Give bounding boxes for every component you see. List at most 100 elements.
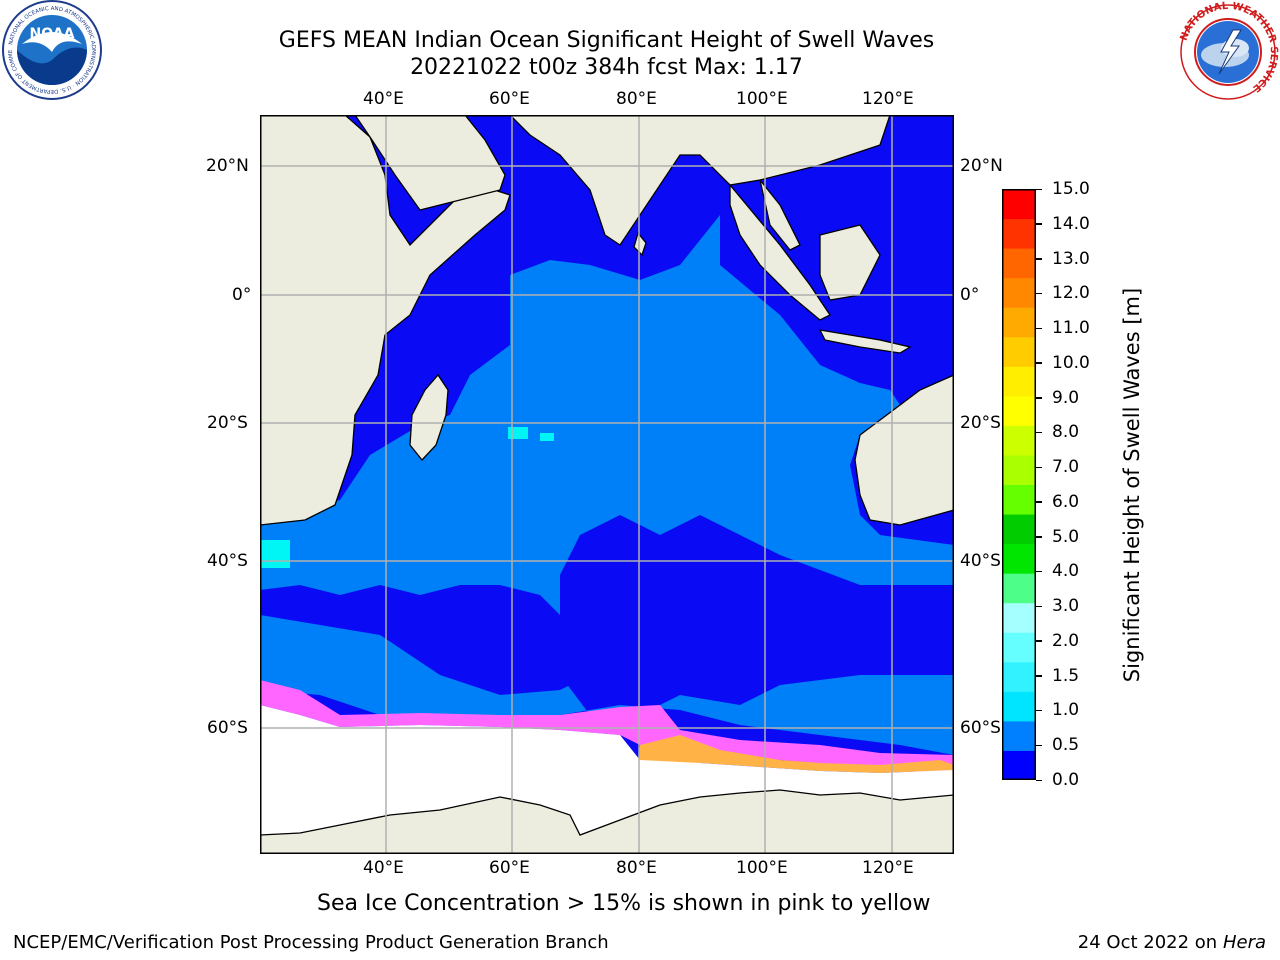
land-arabia <box>354 115 506 211</box>
top-lon-tick-80: 80°E <box>616 89 657 109</box>
colorbar-tick-mark <box>1036 570 1042 573</box>
colorbar-tick-mark <box>1036 605 1042 608</box>
swell-region-1.0-1.5-west <box>260 540 290 568</box>
top-lon-tick-120: 120°E <box>862 89 914 109</box>
noaa-logo: NATIONAL OCEANIC AND ATMOSPHERIC ADMINIS… <box>0 0 105 100</box>
footer-host: Hera <box>1222 932 1266 953</box>
land-srilanka <box>633 231 647 257</box>
top-lon-tick-100: 100°E <box>736 89 788 109</box>
colorbar-tick-mark <box>1036 779 1042 781</box>
colorbar-segment <box>1002 395 1036 426</box>
colorbar-segment <box>1002 602 1036 633</box>
colorbar-segment <box>1002 248 1036 279</box>
left-lat-tick-20n: 20°N <box>206 156 249 176</box>
colorbar-segment <box>1002 632 1036 663</box>
chart-subtitle: 20221022 t00z 384h fcst Max: 1.17 <box>410 55 803 80</box>
colorbar-tick-mark <box>1036 362 1042 364</box>
bottom-lon-tick-100: 100°E <box>736 858 788 878</box>
right-lat-tick-20n: 20°N <box>960 156 1003 176</box>
colorbar-segment <box>1002 543 1036 574</box>
colorbar-tick-mark <box>1036 292 1042 295</box>
swell-region-1.0-1.5-east <box>540 433 554 441</box>
colorbar-segment <box>1002 307 1036 338</box>
colorbar-tick-mark <box>1036 431 1042 434</box>
colorbar-tick-mark <box>1036 327 1042 330</box>
right-lat-tick-0: 0° <box>960 285 980 305</box>
colorbar-tick-label: 5.0 <box>1052 526 1080 547</box>
right-lat-tick-40s: 40°S <box>960 551 1001 571</box>
colorbar-tick-label: 1.0 <box>1052 700 1080 721</box>
colorbar-frame <box>1002 189 1036 780</box>
bottom-lon-tick-60: 60°E <box>489 858 530 878</box>
colorbar-segment <box>1002 454 1036 485</box>
colorbar-ticks: 15.0 14.0 13.0 12.0 11.0 10.0 9.0 8.0 7.0 6.0 5.0 4… <box>1036 0 1096 960</box>
colorbar-tick-mark <box>1036 466 1042 469</box>
land-australia <box>854 374 954 526</box>
map-panel <box>260 115 954 854</box>
colorbar-segment <box>1002 484 1036 515</box>
colorbar-segment <box>1002 573 1036 604</box>
colorbar-tick-label: 2.0 <box>1052 630 1080 651</box>
colorbar-tick-mark <box>1036 223 1042 225</box>
top-lon-tick-40: 40°E <box>363 89 404 109</box>
bottom-lon-tick-120: 120°E <box>862 858 914 878</box>
colorbar-segment <box>1002 277 1036 308</box>
left-lat-tick-20s: 20°S <box>207 413 248 433</box>
colorbar-tick-label: 0.5 <box>1052 735 1080 756</box>
colorbar-segment <box>1002 750 1036 780</box>
colorbar-segment <box>1002 336 1036 367</box>
colorbar-tick-label: 7.0 <box>1052 457 1080 478</box>
noaa-logo-text: NOAA <box>30 26 75 42</box>
colorbar-tick-label: 13.0 <box>1052 248 1090 269</box>
footer-left: NCEP/EMC/Verification Post Processing Pr… <box>13 932 609 953</box>
bottom-lon-tick-80: 80°E <box>616 858 657 878</box>
colorbar-tick-mark <box>1036 397 1042 399</box>
top-lon-tick-60: 60°E <box>489 89 530 109</box>
colorbar-segment <box>1002 661 1036 692</box>
sea-ice-note: Sea Ice Concentration > 15% is shown in … <box>317 891 931 916</box>
left-lat-tick-60s: 60°S <box>207 718 248 738</box>
graticule <box>260 115 954 854</box>
bottom-lon-tick-40: 40°E <box>363 858 404 878</box>
footer-right: 24 Oct 2022 on Hera <box>1078 932 1266 954</box>
colorbar-tick-label: 8.0 <box>1052 422 1080 443</box>
colorbar-tick-label: 11.0 <box>1052 318 1090 339</box>
colorbar-tick-label: 15.0 <box>1052 179 1090 199</box>
colorbar-tick-mark <box>1036 536 1042 538</box>
left-lat-tick-0: 0° <box>232 285 252 305</box>
colorbar-segment <box>1002 691 1036 722</box>
sea-ice-high-patch <box>638 735 954 773</box>
colorbar-tick-mark <box>1036 744 1042 747</box>
land-malaysia <box>759 179 801 251</box>
footer-date: 24 Oct 2022 on <box>1077 932 1223 953</box>
colorbar-tick-label: 6.0 <box>1052 491 1080 512</box>
colorbar-segment <box>1002 366 1036 397</box>
colorbar-tick-mark <box>1036 709 1042 712</box>
colorbar-tick-label: 0.0 <box>1052 770 1080 790</box>
colorbar-segment <box>1002 189 1036 220</box>
swell-region-1.0-1.5-central <box>508 427 528 439</box>
colorbar-tick-mark <box>1036 501 1042 503</box>
colorbar-tick-label: 4.0 <box>1052 561 1080 582</box>
colorbar-segment <box>1002 218 1036 249</box>
land-sumatra <box>729 183 831 321</box>
left-lat-tick-40s: 40°S <box>207 551 248 571</box>
chart-title: GEFS MEAN Indian Ocean Significant Heigh… <box>278 28 935 53</box>
map-frame <box>260 115 954 854</box>
right-lat-tick-60s: 60°S <box>960 718 1001 738</box>
colorbar-tick-label: 12.0 <box>1052 283 1090 304</box>
colorbar-tick-mark <box>1036 675 1042 677</box>
colorbar-tick-mark <box>1036 188 1042 190</box>
colorbar-tick-label: 3.0 <box>1052 596 1080 617</box>
colorbar-tick-label: 9.0 <box>1052 387 1080 408</box>
colorbar-label: Significant Height of Swell Waves [m] <box>1120 287 1144 683</box>
colorbar-segment <box>1002 425 1036 456</box>
colorbar-tick-label: 10.0 <box>1052 352 1090 373</box>
nws-logo: NATIONAL WEATHER SERVICE <box>1175 0 1280 100</box>
colorbar-tick-label: 14.0 <box>1052 213 1090 234</box>
colorbar-segment <box>1002 720 1036 751</box>
colorbar-tick-mark <box>1036 258 1042 260</box>
land-java <box>818 329 912 354</box>
swell-region-0-0.5-south <box>260 585 590 695</box>
land-madagascar <box>409 373 449 461</box>
